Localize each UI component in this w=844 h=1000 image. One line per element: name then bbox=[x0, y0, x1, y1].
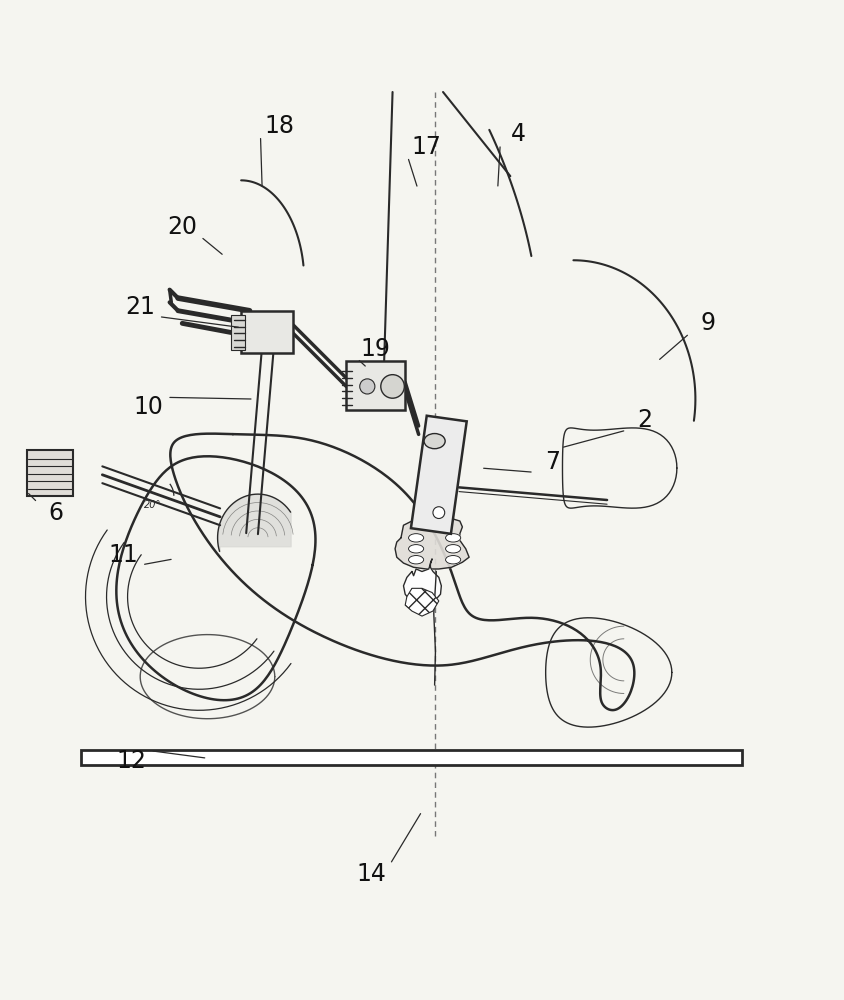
Text: 11: 11 bbox=[109, 543, 138, 567]
Text: 20: 20 bbox=[167, 215, 197, 239]
Text: 10: 10 bbox=[133, 395, 164, 419]
Bar bbox=[231, 315, 245, 350]
Polygon shape bbox=[405, 588, 439, 616]
Text: 21: 21 bbox=[125, 295, 155, 319]
Polygon shape bbox=[403, 559, 441, 608]
Ellipse shape bbox=[408, 534, 424, 542]
Text: 2: 2 bbox=[637, 408, 652, 432]
Text: 7: 7 bbox=[545, 450, 560, 474]
Text: 6: 6 bbox=[49, 501, 63, 525]
Text: 12: 12 bbox=[116, 749, 147, 773]
Ellipse shape bbox=[446, 545, 461, 553]
Bar bbox=[346, 361, 405, 410]
Text: 19: 19 bbox=[360, 337, 391, 361]
Bar bbox=[81, 750, 742, 765]
Ellipse shape bbox=[408, 545, 424, 553]
Text: 18: 18 bbox=[264, 114, 294, 138]
Bar bbox=[27, 450, 73, 496]
Bar bbox=[241, 311, 294, 353]
Text: 4: 4 bbox=[511, 122, 527, 146]
Ellipse shape bbox=[424, 434, 445, 449]
Ellipse shape bbox=[446, 556, 461, 564]
Bar bbox=[411, 416, 467, 534]
Circle shape bbox=[433, 507, 445, 519]
Text: 17: 17 bbox=[411, 135, 441, 159]
Polygon shape bbox=[395, 519, 469, 569]
Ellipse shape bbox=[446, 534, 461, 542]
Circle shape bbox=[360, 379, 375, 394]
Text: 9: 9 bbox=[701, 311, 716, 335]
Ellipse shape bbox=[408, 556, 424, 564]
Circle shape bbox=[381, 375, 404, 398]
Circle shape bbox=[433, 435, 445, 447]
Text: 20°: 20° bbox=[144, 500, 162, 510]
Text: 14: 14 bbox=[356, 862, 387, 886]
